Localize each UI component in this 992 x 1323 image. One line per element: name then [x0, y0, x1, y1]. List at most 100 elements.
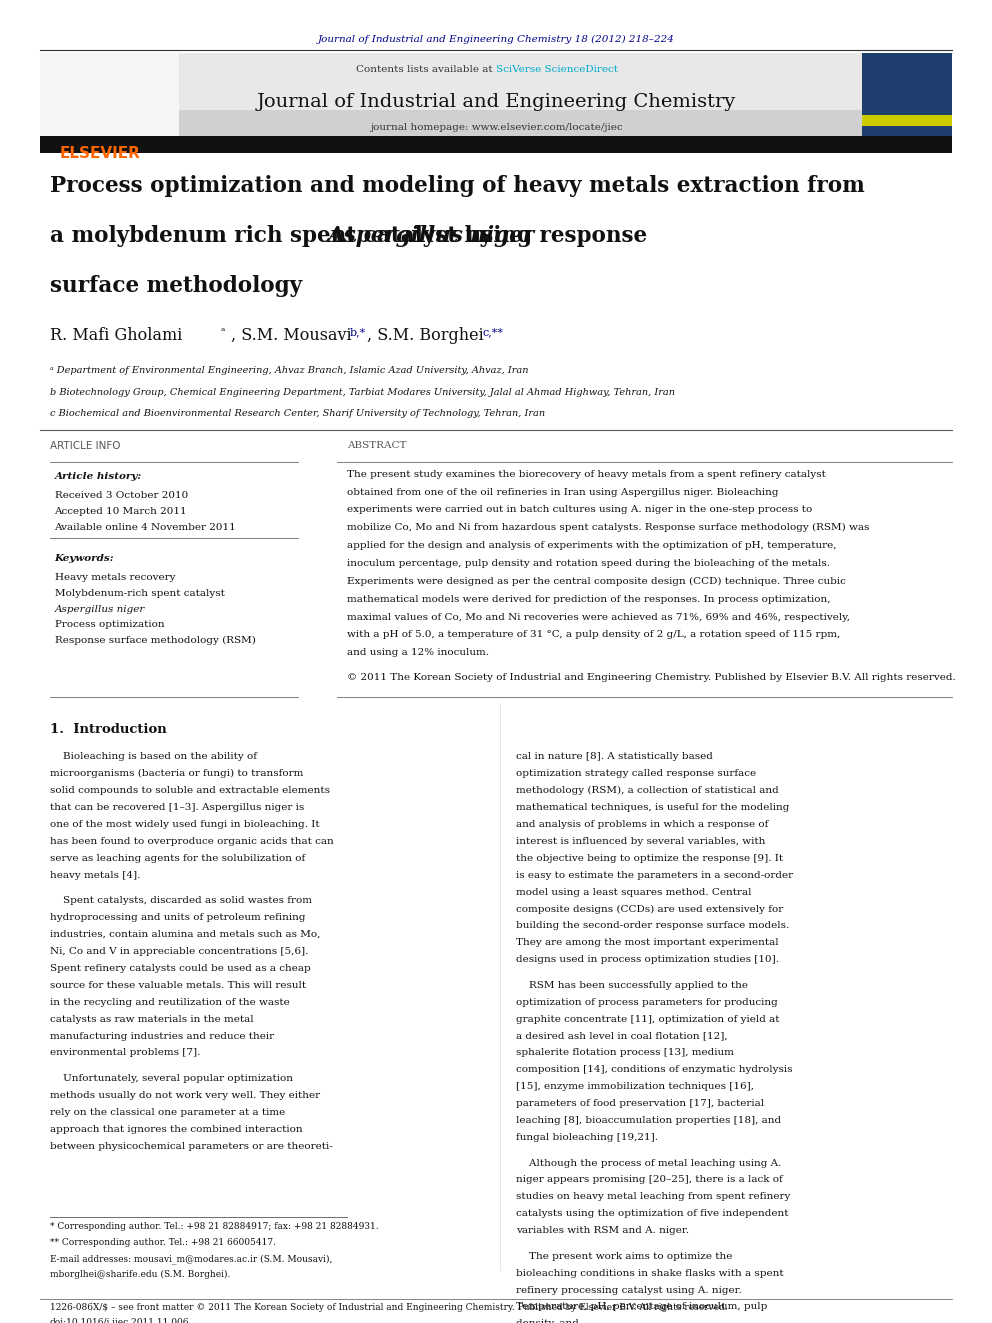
Text: microorganisms (bacteria or fungi) to transform: microorganisms (bacteria or fungi) to tr… — [50, 769, 303, 778]
Text: a molybdenum rich spent catalyst by: a molybdenum rich spent catalyst by — [50, 225, 499, 247]
Text: Journal of Industrial and Engineering Chemistry 18 (2012) 218–224: Journal of Industrial and Engineering Ch… — [317, 34, 675, 44]
Text: ᵃ: ᵃ — [220, 327, 224, 337]
Text: approach that ignores the combined interaction: approach that ignores the combined inter… — [50, 1125, 303, 1134]
Text: The present study examines the biorecovery of heavy metals from a spent refinery: The present study examines the biorecove… — [347, 470, 826, 479]
Text: catalysts using the optimization of five independent: catalysts using the optimization of five… — [516, 1209, 789, 1218]
Text: Aspergillus niger: Aspergillus niger — [55, 605, 145, 614]
Text: manufacturing industries and reduce their: manufacturing industries and reduce thei… — [50, 1032, 274, 1041]
Text: fungal bioleaching [19,21].: fungal bioleaching [19,21]. — [516, 1132, 658, 1142]
Text: environmental problems [7].: environmental problems [7]. — [50, 1048, 200, 1057]
Text: b,*: b,* — [350, 327, 366, 337]
Text: ELSEVIER: ELSEVIER — [60, 146, 141, 160]
Text: cal in nature [8]. A statistically based: cal in nature [8]. A statistically based — [516, 751, 712, 761]
Text: catalysts as raw materials in the metal: catalysts as raw materials in the metal — [50, 1015, 253, 1024]
Text: one of the most widely used fungi in bioleaching. It: one of the most widely used fungi in bio… — [50, 820, 319, 830]
Text: ARTICLE INFO: ARTICLE INFO — [50, 441, 120, 451]
Text: RSM has been successfully applied to the: RSM has been successfully applied to the — [516, 980, 748, 990]
Text: , S.M. Mousavi: , S.M. Mousavi — [231, 327, 352, 344]
Text: and using a 12% inoculum.: and using a 12% inoculum. — [347, 648, 489, 658]
Text: niger appears promising [20–25], there is a lack of: niger appears promising [20–25], there i… — [516, 1175, 783, 1184]
Text: E-mail addresses: mousavi_m@modares.ac.ir (S.M. Mousavi),: E-mail addresses: mousavi_m@modares.ac.i… — [50, 1254, 332, 1263]
Text: Molybdenum-rich spent catalyst: Molybdenum-rich spent catalyst — [55, 589, 224, 598]
Text: has been found to overproduce organic acids that can: has been found to overproduce organic ac… — [50, 837, 333, 845]
Text: Received 3 October 2010: Received 3 October 2010 — [55, 491, 187, 500]
Text: c,**: c,** — [482, 327, 503, 337]
Text: is easy to estimate the parameters in a second-order: is easy to estimate the parameters in a … — [516, 871, 793, 880]
Text: Accepted 10 March 2011: Accepted 10 March 2011 — [55, 507, 187, 516]
Text: density, and: density, and — [516, 1319, 578, 1323]
Text: the objective being to optimize the response [9]. It: the objective being to optimize the resp… — [516, 853, 783, 863]
Text: graphite concentrate [11], optimization of yield at: graphite concentrate [11], optimization … — [516, 1015, 780, 1024]
Text: and analysis of problems in which a response of: and analysis of problems in which a resp… — [516, 820, 768, 830]
Text: hydroprocessing and units of petroleum refining: hydroprocessing and units of petroleum r… — [50, 913, 306, 922]
Text: applied for the design and analysis of experiments with the optimization of pH, : applied for the design and analysis of e… — [347, 541, 836, 550]
Text: obtained from one of the oil refineries in Iran using Aspergillus niger. Bioleac: obtained from one of the oil refineries … — [347, 488, 779, 496]
Text: Keywords:: Keywords: — [55, 554, 114, 564]
Text: ᵃ Department of Environmental Engineering, Ahvaz Branch, Islamic Azad University: ᵃ Department of Environmental Engineerin… — [50, 366, 528, 376]
Text: model using a least squares method. Central: model using a least squares method. Cent… — [516, 888, 751, 897]
Text: Heavy metals recovery: Heavy metals recovery — [55, 573, 175, 582]
Text: leaching [8], bioaccumulation properties [18], and: leaching [8], bioaccumulation properties… — [516, 1117, 781, 1126]
Text: [15], enzyme immobilization techniques [16],: [15], enzyme immobilization techniques [… — [516, 1082, 754, 1091]
Text: Journal of Industrial and Engineering Chemistry: Journal of Industrial and Engineering Ch… — [256, 93, 736, 111]
Bar — [862, 53, 952, 139]
Text: parameters of food preservation [17], bacterial: parameters of food preservation [17], ba… — [516, 1099, 764, 1109]
Text: © 2011 The Korean Society of Industrial and Engineering Chemistry. Published by : © 2011 The Korean Society of Industrial … — [347, 673, 956, 681]
Text: Process optimization: Process optimization — [55, 620, 165, 630]
Text: , S.M. Borghei: , S.M. Borghei — [367, 327, 484, 344]
Text: industries, contain alumina and metals such as Mo,: industries, contain alumina and metals s… — [50, 930, 320, 939]
Bar — [40, 53, 913, 139]
Text: 1.  Introduction: 1. Introduction — [50, 724, 167, 736]
Text: * Corresponding author. Tel.: +98 21 82884917; fax: +98 21 82884931.: * Corresponding author. Tel.: +98 21 828… — [50, 1222, 378, 1232]
Text: Spent refinery catalysts could be used as a cheap: Spent refinery catalysts could be used a… — [50, 963, 310, 972]
Text: mathematical models were derived for prediction of the responses. In process opt: mathematical models were derived for pre… — [347, 595, 830, 603]
Text: building the second-order response surface models.: building the second-order response surfa… — [516, 921, 789, 930]
Bar — [40, 136, 952, 153]
Text: methodology (RSM), a collection of statistical and: methodology (RSM), a collection of stati… — [516, 786, 779, 795]
Text: mathematical techniques, is useful for the modeling: mathematical techniques, is useful for t… — [516, 803, 790, 812]
Text: mobilize Co, Mo and Ni from hazardous spent catalysts. Response surface methodol: mobilize Co, Mo and Ni from hazardous sp… — [347, 524, 870, 532]
Text: surface methodology: surface methodology — [50, 275, 302, 298]
Text: designs used in process optimization studies [10].: designs used in process optimization stu… — [516, 955, 779, 964]
Text: Process optimization and modeling of heavy metals extraction from: Process optimization and modeling of hea… — [50, 175, 864, 197]
Text: composition [14], conditions of enzymatic hydrolysis: composition [14], conditions of enzymati… — [516, 1065, 793, 1074]
Text: Response surface methodology (RSM): Response surface methodology (RSM) — [55, 636, 255, 646]
Text: inoculum percentage, pulp density and rotation speed during the bioleaching of t: inoculum percentage, pulp density and ro… — [347, 560, 830, 568]
Text: heavy metals [4].: heavy metals [4]. — [50, 871, 140, 880]
Text: a desired ash level in coal flotation [12],: a desired ash level in coal flotation [1… — [516, 1032, 727, 1041]
Text: ** Corresponding author. Tel.: +98 21 66005417.: ** Corresponding author. Tel.: +98 21 66… — [50, 1238, 276, 1248]
Bar — [179, 110, 862, 139]
Text: c Biochemical and Bioenvironmental Research Center, Sharif University of Technol: c Biochemical and Bioenvironmental Resea… — [50, 409, 545, 418]
Text: variables with RSM and A. niger.: variables with RSM and A. niger. — [516, 1226, 688, 1236]
Text: interest is influenced by several variables, with: interest is influenced by several variab… — [516, 837, 765, 845]
Bar — [862, 115, 952, 126]
Text: Although the process of metal leaching using A.: Although the process of metal leaching u… — [516, 1159, 782, 1168]
Text: R. Mafi Gholami: R. Mafi Gholami — [50, 327, 182, 344]
Text: Spent catalysts, discarded as solid wastes from: Spent catalysts, discarded as solid wast… — [50, 896, 311, 905]
Text: optimization strategy called response surface: optimization strategy called response su… — [516, 769, 756, 778]
Text: Bioleaching is based on the ability of: Bioleaching is based on the ability of — [50, 751, 257, 761]
Text: source for these valuable metals. This will result: source for these valuable metals. This w… — [50, 980, 306, 990]
Text: between physicochemical parameters or are theoreti-: between physicochemical parameters or ar… — [50, 1142, 332, 1151]
Text: using response: using response — [457, 225, 647, 247]
Text: Temperature, pH, percentage of inoculum, pulp: Temperature, pH, percentage of inoculum,… — [516, 1302, 767, 1311]
Text: Experiments were designed as per the central composite design (CCD) technique. T: Experiments were designed as per the cen… — [347, 577, 846, 586]
Text: composite designs (CCDs) are used extensively for: composite designs (CCDs) are used extens… — [516, 905, 783, 914]
Text: with a pH of 5.0, a temperature of 31 °C, a pulp density of 2 g/L, a rotation sp: with a pH of 5.0, a temperature of 31 °C… — [347, 631, 840, 639]
Text: maximal values of Co, Mo and Ni recoveries were achieved as 71%, 69% and 46%, re: maximal values of Co, Mo and Ni recoveri… — [347, 613, 850, 622]
Text: solid compounds to soluble and extractable elements: solid compounds to soluble and extractab… — [50, 786, 329, 795]
Text: 1226-086X/$ – see front matter © 2011 The Korean Society of Industrial and Engin: 1226-086X/$ – see front matter © 2011 Th… — [50, 1303, 727, 1312]
Text: b Biotechnology Group, Chemical Engineering Department, Tarbiat Modares Universi: b Biotechnology Group, Chemical Engineer… — [50, 388, 675, 397]
Text: journal homepage: www.elsevier.com/locate/jiec: journal homepage: www.elsevier.com/locat… — [370, 123, 622, 132]
Text: Aspergillus niger: Aspergillus niger — [328, 225, 536, 247]
Text: Ni, Co and V in appreciable concentrations [5,6].: Ni, Co and V in appreciable concentratio… — [50, 947, 308, 957]
Text: optimization of process parameters for producing: optimization of process parameters for p… — [516, 998, 778, 1007]
Text: Contents lists available at: Contents lists available at — [356, 65, 496, 74]
Text: ABSTRACT: ABSTRACT — [347, 441, 407, 450]
Text: Unfortunately, several popular optimization: Unfortunately, several popular optimizat… — [50, 1074, 293, 1084]
Text: in the recycling and reutilization of the waste: in the recycling and reutilization of th… — [50, 998, 290, 1007]
Text: Available online 4 November 2011: Available online 4 November 2011 — [55, 523, 236, 532]
Text: doi:10.1016/j.jiec.2011.11.006: doi:10.1016/j.jiec.2011.11.006 — [50, 1318, 189, 1323]
Text: Article history:: Article history: — [55, 472, 142, 482]
Text: experiments were carried out in batch cultures using A. niger in the one-step pr: experiments were carried out in batch cu… — [347, 505, 812, 515]
